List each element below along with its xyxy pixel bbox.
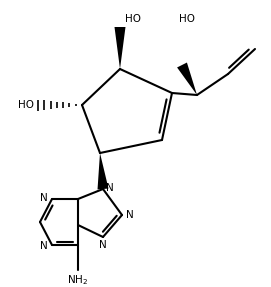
Text: HO: HO bbox=[179, 14, 195, 24]
Text: HO: HO bbox=[125, 14, 141, 24]
Text: N: N bbox=[106, 183, 114, 193]
Polygon shape bbox=[177, 63, 197, 95]
Text: N: N bbox=[99, 241, 107, 251]
Text: NH$_2$: NH$_2$ bbox=[67, 273, 89, 287]
Text: HO: HO bbox=[18, 100, 34, 110]
Polygon shape bbox=[98, 153, 108, 189]
Text: N: N bbox=[126, 210, 134, 220]
Text: N: N bbox=[40, 193, 48, 203]
Text: N: N bbox=[40, 241, 48, 251]
Polygon shape bbox=[115, 27, 125, 69]
